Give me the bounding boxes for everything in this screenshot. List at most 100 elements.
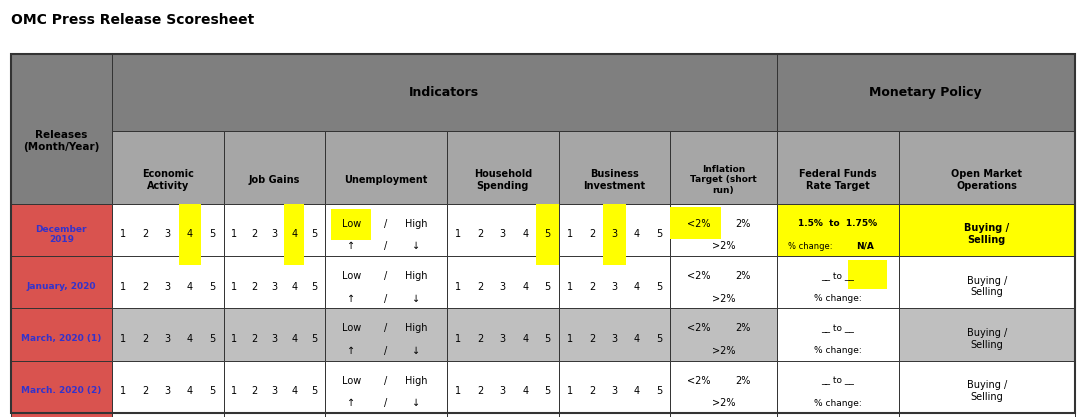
Bar	[11, 309, 112, 369]
Bar	[224, 204, 325, 265]
Text: 3: 3	[271, 281, 278, 291]
Text: 2: 2	[251, 386, 257, 396]
Text: /: /	[384, 346, 388, 356]
Text: /: /	[384, 219, 388, 229]
Text: 2: 2	[143, 334, 148, 344]
Text: 2: 2	[589, 386, 595, 396]
Text: 3: 3	[500, 229, 505, 239]
Text: ↓: ↓	[413, 241, 420, 251]
Text: 2%: 2%	[735, 324, 751, 334]
Text: 1: 1	[455, 334, 461, 344]
Bar	[447, 309, 558, 369]
Text: 5: 5	[656, 229, 662, 239]
Bar	[671, 256, 777, 317]
Text: 3: 3	[164, 281, 171, 291]
Text: % change:: % change:	[787, 242, 832, 251]
Text: Monetary Policy: Monetary Policy	[869, 86, 982, 99]
Bar	[179, 204, 201, 265]
Bar	[11, 361, 112, 417]
Text: 3: 3	[611, 281, 618, 291]
Bar	[671, 204, 777, 265]
Text: 2: 2	[589, 334, 595, 344]
Bar	[558, 256, 671, 317]
Text: /: /	[384, 376, 388, 386]
Bar	[899, 256, 1075, 317]
Text: ↑: ↑	[348, 398, 355, 408]
Text: ↑: ↑	[348, 346, 355, 356]
Text: 3: 3	[271, 334, 278, 344]
Bar	[777, 131, 899, 228]
Text: /: /	[384, 324, 388, 334]
Text: Unemployment: Unemployment	[345, 175, 428, 185]
Bar	[112, 54, 777, 131]
Text: 1: 1	[120, 229, 126, 239]
Bar	[224, 309, 325, 369]
Text: 5: 5	[311, 229, 318, 239]
Text: Open Market
Operations: Open Market Operations	[951, 169, 1023, 191]
Text: 4: 4	[522, 334, 528, 344]
Bar	[447, 361, 558, 417]
Text: /: /	[384, 398, 388, 408]
Text: Job Gains: Job Gains	[248, 175, 300, 185]
Text: 5: 5	[210, 281, 216, 291]
Text: March. 2020 (2): March. 2020 (2)	[22, 387, 102, 395]
Text: 1: 1	[567, 281, 572, 291]
Text: 2: 2	[477, 281, 484, 291]
Text: 2: 2	[251, 334, 257, 344]
Text: 1: 1	[567, 386, 572, 396]
Bar	[11, 54, 1075, 413]
Text: Household
Spending: Household Spending	[474, 169, 532, 191]
Text: % change:: % change:	[814, 294, 862, 303]
Text: 3: 3	[164, 229, 171, 239]
Text: High: High	[405, 219, 428, 229]
Text: 1: 1	[231, 229, 237, 239]
Text: Buying /
Selling: Buying / Selling	[967, 380, 1007, 402]
Text: 4: 4	[634, 386, 640, 396]
Bar	[777, 204, 899, 265]
Bar	[777, 309, 899, 369]
Text: >2%: >2%	[712, 241, 735, 251]
Text: Buying /
Selling: Buying / Selling	[967, 328, 1007, 349]
Bar	[558, 131, 671, 228]
Text: 4: 4	[292, 334, 297, 344]
Bar	[11, 54, 112, 228]
Text: 3: 3	[500, 281, 505, 291]
Bar	[112, 256, 224, 317]
Text: High: High	[405, 324, 428, 334]
Text: 3: 3	[500, 386, 505, 396]
Text: High: High	[405, 376, 428, 386]
Text: 2%: 2%	[735, 376, 751, 386]
Text: ↑: ↑	[348, 294, 355, 304]
Text: 4: 4	[187, 386, 193, 396]
Text: 2: 2	[589, 229, 595, 239]
Text: Indicators: Indicators	[409, 86, 480, 99]
Text: 5: 5	[656, 386, 662, 396]
Text: High: High	[405, 271, 428, 281]
Bar	[447, 256, 558, 317]
Text: December
2019: December 2019	[36, 225, 87, 244]
Text: /: /	[384, 271, 388, 281]
Text: Economic
Activity: Economic Activity	[141, 169, 193, 191]
Text: 5: 5	[210, 386, 216, 396]
Text: 2%: 2%	[735, 219, 751, 229]
Text: 5: 5	[544, 386, 551, 396]
Text: 5: 5	[311, 334, 318, 344]
Bar	[558, 204, 671, 265]
Bar	[112, 131, 224, 228]
Text: __ to __: __ to __	[822, 376, 854, 385]
Text: 5: 5	[656, 281, 662, 291]
Text: 1: 1	[455, 281, 461, 291]
Text: 3: 3	[611, 386, 618, 396]
Bar	[325, 131, 447, 228]
Bar	[899, 131, 1075, 228]
Bar	[899, 204, 1075, 265]
Bar	[899, 361, 1075, 417]
Bar	[11, 204, 112, 265]
Text: OMC Press Release Scoresheet: OMC Press Release Scoresheet	[11, 13, 254, 27]
Text: 1: 1	[231, 386, 237, 396]
Text: 4: 4	[634, 334, 640, 344]
Text: 4: 4	[292, 229, 297, 239]
Text: 2: 2	[477, 386, 484, 396]
Text: 4: 4	[634, 229, 640, 239]
Bar	[899, 309, 1075, 369]
